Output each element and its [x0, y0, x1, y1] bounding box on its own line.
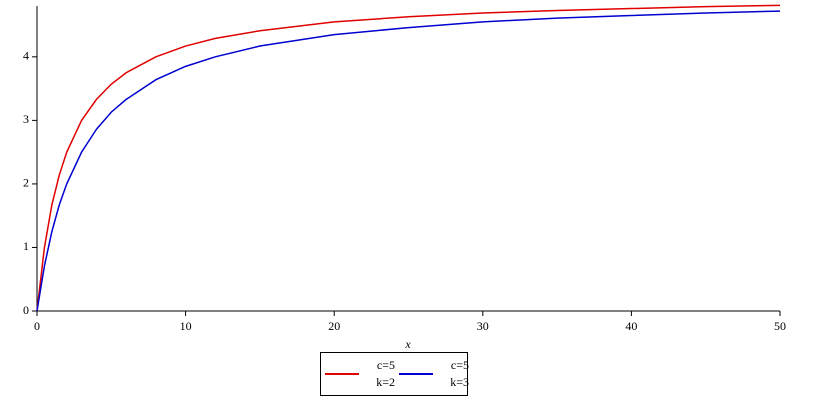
x-tick-label: 40 [625, 319, 637, 333]
legend-swatch [399, 373, 433, 375]
legend-label: c=5 k=2 [376, 358, 395, 389]
x-axis-label: x [404, 337, 411, 350]
x-tick-label: 0 [34, 319, 40, 333]
x-tick-label: 10 [180, 319, 192, 333]
series-line [36, 10, 781, 312]
x-tick-label: 30 [477, 319, 489, 333]
legend: c=5 k=2 c=5 k=3 [320, 352, 469, 396]
y-tick-label: 2 [23, 176, 29, 190]
y-tick-label: 0 [23, 303, 29, 317]
x-tick-label: 50 [774, 319, 786, 333]
legend-entry: c=5 k=3 [399, 357, 469, 391]
y-tick-label: 3 [23, 112, 29, 126]
legend-entry: c=5 k=2 [325, 357, 395, 391]
series-line [36, 4, 781, 312]
y-tick-label: 4 [23, 49, 29, 63]
y-tick-label: 1 [23, 239, 29, 253]
legend-label: c=5 k=3 [450, 358, 469, 389]
x-tick-label: 20 [328, 319, 340, 333]
chart: x 0 10 20 30 40 50 0 1 2 3 4 [23, 4, 786, 350]
legend-swatch [325, 373, 359, 375]
